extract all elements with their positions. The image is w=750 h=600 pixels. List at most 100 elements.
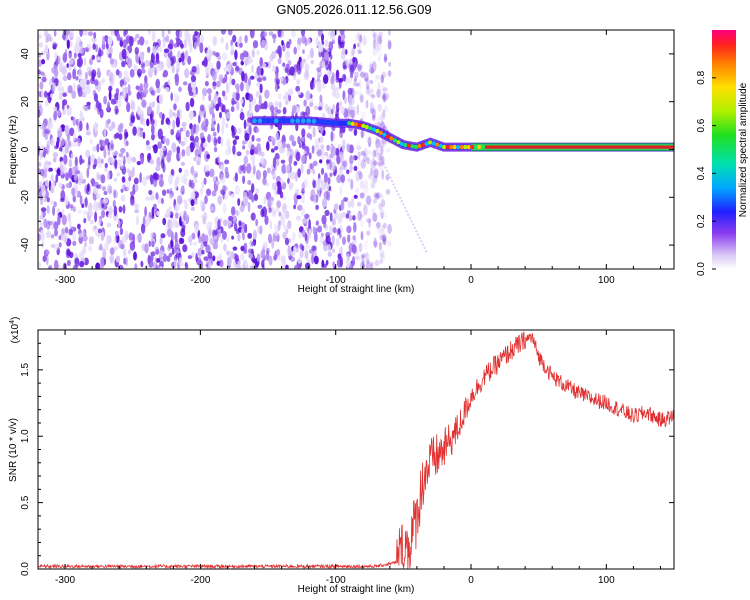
spectrogram-noise-blob <box>351 155 355 162</box>
spectrogram-noise-blob <box>159 266 163 269</box>
spectrogram-noise-blob <box>370 158 377 169</box>
spectrogram-noise-blob <box>289 66 295 76</box>
spectrogram-noise-blob <box>225 122 229 129</box>
spectrogram-noise-blob <box>369 58 373 67</box>
spectrogram-noise-blob <box>152 65 156 73</box>
spectrogram-noise-blob <box>129 68 135 78</box>
spectrogram-noise-blob <box>130 115 135 124</box>
spectrogram-noise-blob <box>357 49 362 54</box>
spectrogram-ridge-dot <box>322 119 328 125</box>
spectrogram-noise-blob <box>173 93 178 104</box>
spectrogram-noise-blob <box>67 72 72 81</box>
spectrogram-noise-blob <box>369 108 375 114</box>
spectrogram-noise-blob <box>306 54 310 60</box>
spectrogram-noise-blob <box>220 30 226 35</box>
spectrogram-noise-blob <box>240 81 244 92</box>
spectrogram-noise-blob <box>369 93 374 98</box>
spectrogram-noise-blob <box>235 91 240 101</box>
spectrogram-noise-blob <box>369 67 374 74</box>
spectrogram-noise-blob <box>296 195 302 200</box>
spectrogram-noise-blob <box>383 240 388 246</box>
spectrogram-noise-blob <box>175 116 180 128</box>
spectrogram-noise-blob <box>125 256 128 267</box>
spectrogram-noise-blob <box>314 227 318 234</box>
spectrogram-noise-blob <box>134 47 139 55</box>
spectrogram-noise-blob <box>380 144 384 156</box>
spectrogram-noise-blob <box>78 177 82 186</box>
spectrogram-noise-blob <box>355 212 360 221</box>
spectrogram-noise-blob <box>144 59 150 67</box>
spectrogram-noise-blob <box>150 194 155 201</box>
spectrogram-noise-blob <box>167 58 171 70</box>
spectrogram-noise-blob <box>113 177 118 182</box>
spectrogram-noise-blob <box>381 116 387 121</box>
spectrogram-noise-blob <box>327 251 332 257</box>
spectrogram-noise-blob <box>362 35 367 46</box>
spectrogram-marks <box>38 30 674 269</box>
spectrogram-noise-blob <box>201 181 205 188</box>
spectrogram-noise-blob <box>57 128 63 138</box>
spectrogram-noise-blob <box>218 74 224 83</box>
spectrogram-noise-blob <box>372 160 378 166</box>
spectrogram-noise-blob <box>377 56 381 62</box>
spectrogram-noise-blob <box>206 49 210 59</box>
spectrogram-noise-blob <box>185 145 191 157</box>
spectrogram-noise-blob <box>62 99 68 106</box>
spectrogram-noise-blob <box>208 93 212 102</box>
spectrogram-noise-blob <box>386 240 392 247</box>
spectrogram-noise-blob <box>282 107 287 115</box>
spectrogram-noise-blob <box>265 250 270 261</box>
spectrogram-noise-blob <box>72 240 77 246</box>
spectrogram-noise-blob <box>203 58 208 68</box>
spectrogram-noise-blob <box>119 227 124 236</box>
spectrogram-noise-blob <box>335 86 340 92</box>
spectrogram-noise-blob <box>132 37 137 42</box>
spectrogram-y-tick-label: -20 <box>20 190 31 205</box>
spectrogram-noise-blob <box>89 58 93 66</box>
spectrogram-noise-blob <box>377 115 382 120</box>
spectrogram-noise-blob <box>140 223 146 234</box>
spectrogram-noise-blob <box>259 57 264 67</box>
spectrogram-noise-blob <box>212 70 217 82</box>
spectrogram-noise-blob <box>191 232 196 240</box>
spectrogram-noise-blob <box>108 53 112 59</box>
spectrogram-x-label: Height of straight line (km) <box>298 284 415 295</box>
spectrogram-trail-dot <box>387 173 390 176</box>
spectrogram-noise-blob <box>156 86 161 94</box>
spectrogram-noise-blob <box>372 240 378 247</box>
spectrogram-noise-blob <box>168 252 173 257</box>
spectrogram-noise-blob <box>360 261 365 269</box>
spectrogram-noise-blob <box>190 199 195 207</box>
spectrogram-noise-blob <box>194 135 199 143</box>
spectrogram-noise-blob <box>194 223 199 234</box>
spectrogram-noise-blob <box>109 254 114 264</box>
spectrogram-noise-blob <box>88 155 91 166</box>
spectrogram-noise-blob <box>243 155 249 165</box>
spectrogram-noise-blob <box>329 158 332 170</box>
spectrogram-noise-blob <box>40 198 43 206</box>
spectrogram-noise-blob <box>68 52 73 59</box>
spectrogram-noise-blob <box>373 237 377 248</box>
spectrogram-noise-blob <box>204 195 208 205</box>
spectrogram-noise-blob <box>62 75 68 82</box>
spectrogram-noise-blob <box>361 111 366 119</box>
spectrogram-noise-blob <box>338 103 343 110</box>
spectrogram-noise-blob <box>166 189 170 194</box>
spectrogram-noise-blob <box>221 116 225 127</box>
spectrogram-noise-blob <box>267 197 272 208</box>
spectrogram-noise-blob <box>326 182 329 191</box>
spectrogram-noise-blob <box>151 89 156 96</box>
spectrogram-x-tick-label: -300 <box>55 275 75 286</box>
spectrogram-ridge-dot <box>389 136 394 141</box>
spectrogram-noise-blob <box>128 232 134 241</box>
spectrogram-noise-blob <box>305 90 311 101</box>
spectrogram-trail-dot <box>402 203 405 206</box>
spectrogram-noise-blob <box>198 235 202 244</box>
spectrogram-noise-blob <box>252 157 255 167</box>
spectrogram-noise-blob <box>66 259 71 267</box>
spectrogram-noise-blob <box>286 50 290 58</box>
spectrogram-noise-blob <box>353 43 356 50</box>
spectrogram-noise-blob <box>213 120 217 125</box>
spectrogram-noise-blob <box>341 144 345 152</box>
spectrogram-noise-blob <box>136 105 141 116</box>
